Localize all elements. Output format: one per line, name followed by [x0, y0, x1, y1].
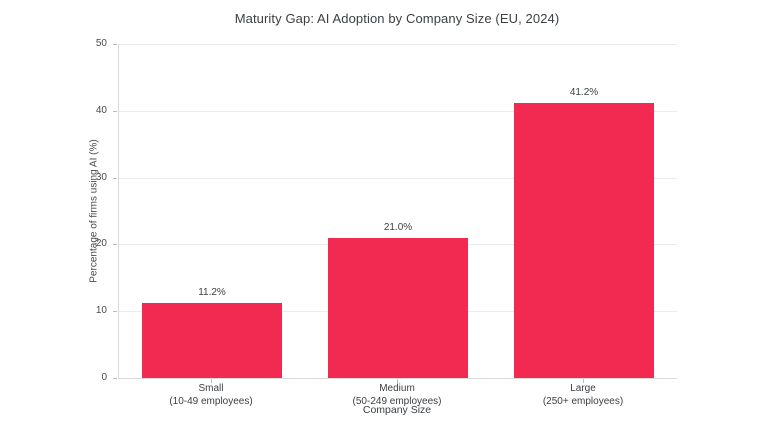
y-tick-mark: [113, 177, 117, 179]
y-tick-label-20: 20: [95, 238, 107, 250]
gridline-40: [119, 110, 677, 112]
y-tick-label-30: 30: [95, 171, 107, 183]
gridline-50: [119, 44, 677, 45]
y-tick-label-0: 0: [101, 372, 107, 383]
chart-title: Maturity Gap: AI Adoption by Company Siz…: [234, 11, 560, 26]
y-tick-mark: [113, 311, 117, 313]
x-tick-mark: [397, 379, 398, 383]
y-tick-mark: [113, 110, 117, 112]
y-tick-mark: [113, 378, 117, 379]
bar-value-label: 41.2%: [569, 87, 599, 98]
x-tick-mark: [583, 379, 584, 383]
plot-area: 11.2% 21.0% 41.2%: [118, 44, 677, 379]
gridline-30: [119, 177, 677, 179]
y-tick-mark: [113, 44, 117, 45]
y-axis-title: Percentage of firms using AI (%): [88, 139, 100, 283]
x-category-label-small: Small (10-49 employees): [169, 383, 253, 407]
y-tick-mark: [113, 244, 117, 246]
y-tick-label-40: 40: [95, 104, 107, 116]
y-tick-label-50: 50: [95, 38, 107, 49]
x-axis-title: Company Size: [362, 404, 432, 416]
y-tick-label-10: 10: [95, 305, 107, 317]
x-tick-mark: [211, 379, 212, 383]
bar-large: 41.2%: [514, 87, 654, 378]
bar-medium: 21.0%: [328, 222, 468, 378]
x-category-label-medium: Medium (50-249 employees): [352, 383, 442, 407]
x-category-label-large: Large (250+ employees): [542, 383, 624, 407]
bar-value-label: 21.0%: [383, 222, 413, 233]
bar-value-label: 11.2%: [198, 287, 226, 298]
bar-small: 11.2%: [142, 287, 282, 378]
